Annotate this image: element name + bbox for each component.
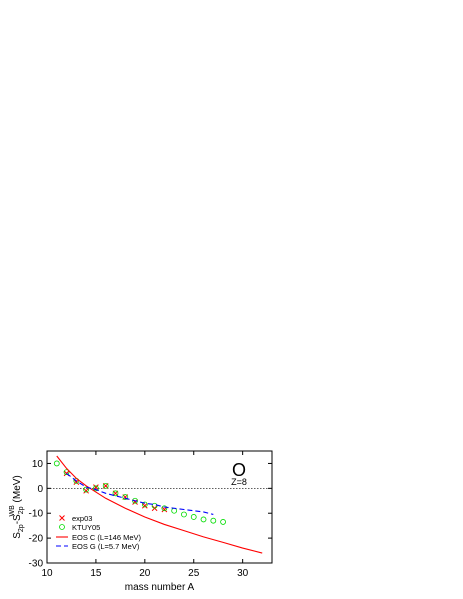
x-tick-label: 30 — [237, 568, 249, 579]
legend-label: KTUY05 — [72, 523, 100, 532]
y-axis-label-part: WB — [9, 505, 16, 517]
legend-swatch — [59, 524, 65, 530]
marker-circle — [132, 497, 138, 504]
marker-circle — [141, 501, 148, 508]
marker-x — [161, 506, 168, 513]
marker-circle — [93, 485, 99, 492]
series-line — [66, 472, 214, 516]
annotation-element: O — [232, 460, 246, 480]
marker-circle — [83, 486, 90, 493]
x-tick-label: 10 — [41, 568, 53, 579]
x-axis-label: mass number A — [125, 582, 195, 593]
marker-x — [73, 479, 80, 485]
y-tick-label: -20 — [29, 534, 44, 545]
marker-circle — [112, 490, 119, 497]
marker-circle — [63, 469, 70, 476]
y-tick-label: 10 — [32, 459, 44, 470]
marker-circle — [151, 502, 158, 509]
marker-circle — [190, 514, 197, 520]
x-tick-label: 15 — [90, 568, 102, 579]
marker-x — [83, 487, 89, 494]
y-axis-label-part: (MeV) — [12, 475, 23, 505]
legend-label: EOS G (L=5.7 MeV) — [72, 542, 140, 551]
y-axis-label-part: 2p — [18, 506, 25, 514]
legend-label: exp03 — [72, 514, 92, 523]
y-axis-label-part: S — [12, 532, 23, 539]
marker-circle — [53, 460, 60, 467]
series-markers — [53, 460, 226, 525]
marker-circle — [161, 505, 168, 512]
y-axis-label-part: 2p — [18, 524, 25, 532]
y-tick-label: 0 — [37, 484, 43, 495]
plot-frame — [46, 450, 273, 564]
legend-swatch — [59, 515, 65, 521]
series-line — [56, 455, 263, 554]
y-tick-label: -30 — [29, 559, 44, 570]
marker-circle — [181, 511, 187, 518]
marker-x — [141, 502, 148, 509]
marker-circle — [210, 517, 217, 524]
marker-circle — [200, 516, 207, 523]
y-axis-label-part: -S — [12, 514, 23, 524]
x-tick-label: 20 — [139, 568, 151, 579]
marker-circle — [102, 482, 109, 489]
marker-circle — [122, 494, 129, 500]
annotation-z: Z=8 — [231, 477, 247, 487]
x-tick-label: 25 — [188, 568, 200, 579]
legend-label: EOS C (L=146 MeV) — [72, 533, 141, 542]
marker-circle — [220, 519, 226, 525]
y-tick-label: -10 — [29, 509, 44, 520]
y-axis-label: S2p-S2pWB (MeV) — [9, 475, 25, 539]
